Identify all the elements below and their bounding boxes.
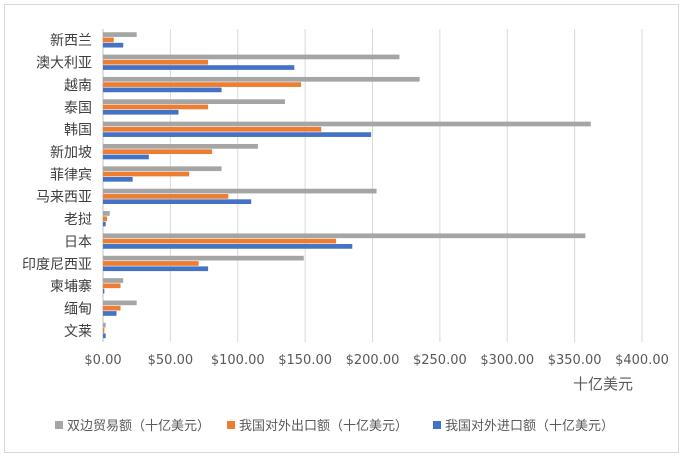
bar xyxy=(103,176,133,182)
bar xyxy=(103,42,124,48)
category-label: 老挝 xyxy=(64,212,92,228)
x-tick-label: $200.00 xyxy=(346,353,400,368)
bar xyxy=(103,144,258,149)
x-tick-label: $300.00 xyxy=(480,353,534,368)
x-tick-label: $150.00 xyxy=(278,353,332,368)
x-tick-label: $50.00 xyxy=(148,353,194,368)
bar xyxy=(103,126,322,132)
bar xyxy=(103,211,110,216)
category-label: 泰国 xyxy=(64,100,92,116)
category-label: 越南 xyxy=(64,78,92,94)
bar xyxy=(103,104,209,110)
bars xyxy=(103,32,591,339)
bar xyxy=(103,154,149,160)
bar xyxy=(103,65,295,70)
legend-label: 我国对外进口额（十亿美元） xyxy=(445,419,614,434)
bar xyxy=(103,255,304,261)
bar xyxy=(103,37,114,43)
x-tick-label: $350.00 xyxy=(548,353,602,368)
x-tick-label: $250.00 xyxy=(413,353,467,368)
category-label: 新加坡 xyxy=(50,145,92,161)
bar xyxy=(103,266,209,272)
x-axis-title: 十亿美元 xyxy=(573,375,633,393)
bar xyxy=(103,32,137,37)
category-label: 柬埔寨 xyxy=(50,278,92,295)
bar xyxy=(103,221,106,227)
category-label: 澳大利亚 xyxy=(36,56,92,72)
category-label: 缅甸 xyxy=(64,301,92,317)
legend-label: 双边贸易额（十亿美元） xyxy=(67,419,210,434)
bar xyxy=(103,300,137,306)
bar xyxy=(103,283,121,289)
bar xyxy=(103,194,229,199)
bar xyxy=(103,171,190,177)
legend: 双边贸易额（十亿美元） 我国对外出口额（十亿美元） 我国对外进口额（十亿美元） xyxy=(55,419,614,434)
bar xyxy=(103,59,209,65)
bar xyxy=(103,166,222,172)
legend-label: 我国对外出口额（十亿美元） xyxy=(239,419,408,434)
bar xyxy=(103,278,124,283)
x-tick-labels: $0.00 $50.00 $100.00 $150.00 $200.00 $250.00 $… xyxy=(84,353,668,368)
bar xyxy=(103,99,285,104)
category-label: 新西兰 xyxy=(50,33,92,49)
category-label: 日本 xyxy=(64,234,92,250)
bar xyxy=(103,199,252,205)
bar xyxy=(103,109,179,115)
bar xyxy=(103,82,302,87)
bar xyxy=(103,121,591,127)
bar xyxy=(103,238,337,244)
bar xyxy=(103,311,117,316)
bar xyxy=(103,188,377,194)
category-label: 文莱 xyxy=(64,324,92,340)
bar xyxy=(103,244,353,249)
x-tick-label: $100.00 xyxy=(211,353,265,368)
bar xyxy=(103,149,213,155)
x-tick-label: $0.00 xyxy=(84,353,121,368)
category-label: 韩国 xyxy=(64,123,92,139)
legend-swatch xyxy=(227,421,235,429)
bar xyxy=(103,288,105,294)
bar xyxy=(103,76,420,82)
bar xyxy=(103,132,372,137)
bar xyxy=(103,216,108,222)
x-tick-label: $400.00 xyxy=(615,353,669,368)
bar xyxy=(103,261,199,266)
bar xyxy=(103,233,586,239)
category-label: 印度尼西亚 xyxy=(22,257,92,273)
bar xyxy=(103,322,106,328)
category-label: 马来西亚 xyxy=(36,190,92,206)
legend-swatch xyxy=(55,421,63,429)
legend-swatch xyxy=(433,421,441,429)
bar xyxy=(103,333,106,339)
bar xyxy=(103,87,222,93)
gridlines xyxy=(102,29,643,342)
bar xyxy=(103,54,400,60)
bar xyxy=(103,328,105,333)
category-label: 菲律宾 xyxy=(50,167,92,183)
bar xyxy=(103,305,121,311)
